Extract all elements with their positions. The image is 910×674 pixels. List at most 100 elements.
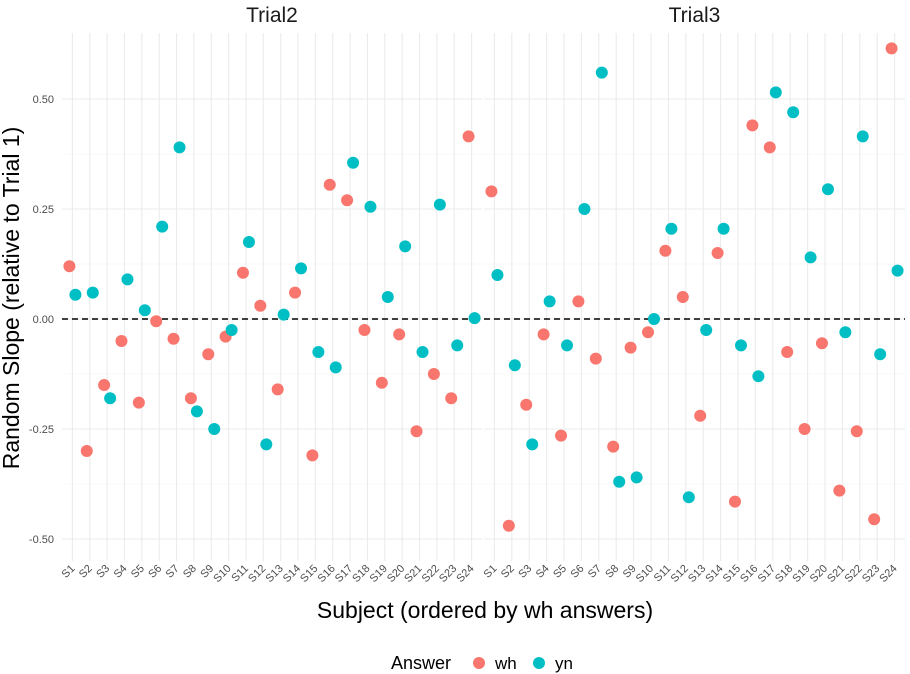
point-yn-s9 [208,423,221,435]
point-yn-s17 [347,156,360,169]
point-yn-s3 [526,438,539,451]
point-yn-s22 [856,130,869,143]
point-wh-s8 [607,440,620,453]
point-wh-s4 [115,335,128,347]
point-wh-s2 [80,445,93,457]
point-yn-s1 [491,269,504,281]
legend: Answer wh yn [391,653,573,673]
x-tick-label: S1 [482,563,500,581]
point-wh-s3 [520,398,533,411]
legend-label-yn: yn [555,654,573,673]
point-wh-s23 [445,392,458,405]
point-yn-s14 [295,262,308,275]
point-yn-s24 [468,312,481,325]
point-wh-s16 [746,119,759,132]
point-wh-s17 [763,141,776,154]
point-yn-s1 [69,288,82,301]
point-wh-s21 [833,484,846,497]
point-wh-s10 [642,326,655,339]
point-yn-s24 [891,264,904,277]
y-tick-label: 0.25 [33,204,54,216]
point-yn-s18 [364,200,377,213]
point-yn-s3 [104,392,117,405]
point-wh-s7 [167,332,180,345]
point-yn-s9 [630,471,643,484]
point-wh-s23 [868,513,881,526]
panel-title: Trial3 [669,4,721,27]
point-wh-s13 [271,383,284,396]
x-tick-label: S6 [146,563,164,581]
legend-key-yn [533,657,545,669]
y-tick-label: -0.50 [29,534,54,546]
point-wh-s4 [537,328,550,341]
point-yn-s8 [613,475,626,488]
point-wh-s7 [589,352,602,365]
point-wh-s5 [555,429,568,442]
point-wh-s18 [358,324,371,336]
point-wh-s12 [676,291,689,303]
point-yn-s16 [752,370,765,383]
point-yn-s5 [561,339,574,352]
x-tick-label: S6 [569,563,587,581]
x-tick-label: S2 [77,563,95,581]
x-tick-label: S5 [551,563,569,581]
point-yn-s11 [665,222,678,235]
y-tick-label: -0.25 [29,424,54,436]
x-tick-label: S7 [586,563,604,581]
point-wh-s1 [485,185,498,198]
point-yn-s5 [138,304,151,317]
point-wh-s17 [341,194,354,207]
point-yn-s15 [734,339,747,352]
y-tick-label: 0.00 [33,314,54,326]
point-wh-s12 [254,299,267,312]
point-wh-s20 [393,328,406,341]
legend-title: Answer [391,653,451,673]
y-axis-title: Random Slope (relative to Trial 1) [0,127,24,470]
point-wh-s9 [624,341,637,354]
point-wh-s1 [63,260,76,273]
point-yn-s7 [173,141,186,154]
point-wh-s9 [202,348,215,361]
point-yn-s4 [543,295,556,308]
point-yn-s16 [329,361,342,374]
x-tick-label: S3 [94,563,112,581]
point-wh-s19 [798,423,811,435]
point-yn-s2 [86,286,99,299]
point-yn-s14 [717,222,730,235]
x-tick-label: S5 [129,563,147,581]
point-yn-s20 [821,183,834,196]
x-tick-label: S8 [181,563,199,581]
point-yn-s12 [682,491,695,504]
point-wh-s16 [323,178,336,191]
point-wh-s22 [850,425,863,438]
point-yn-s11 [242,236,255,248]
point-wh-s8 [184,392,197,405]
point-yn-s19 [804,251,817,264]
point-yn-s23 [451,339,464,352]
y-tick-label: 0.50 [33,94,54,106]
point-yn-s22 [433,198,446,211]
point-wh-s13 [694,409,707,422]
point-wh-s2 [502,519,515,532]
point-yn-s7 [595,66,608,79]
point-yn-s6 [578,203,591,215]
point-yn-s20 [399,240,412,253]
point-wh-s24 [462,130,475,143]
point-yn-s18 [787,106,800,119]
x-tick-label: S8 [603,563,621,581]
point-yn-s19 [381,291,394,303]
point-wh-s11 [659,244,672,257]
point-wh-s15 [728,495,741,508]
point-wh-s21 [410,425,423,438]
x-tick-label: S4 [534,563,552,581]
x-tick-label: S1 [60,563,78,581]
point-wh-s14 [711,247,724,259]
x-tick-label: S3 [516,563,534,581]
x-tick-label: S7 [164,563,182,581]
legend-label-wh: wh [494,654,517,673]
point-yn-s21 [839,326,852,339]
x-tick-label: S24 [454,563,476,585]
point-wh-s6 [150,315,163,328]
point-wh-s18 [781,346,794,358]
